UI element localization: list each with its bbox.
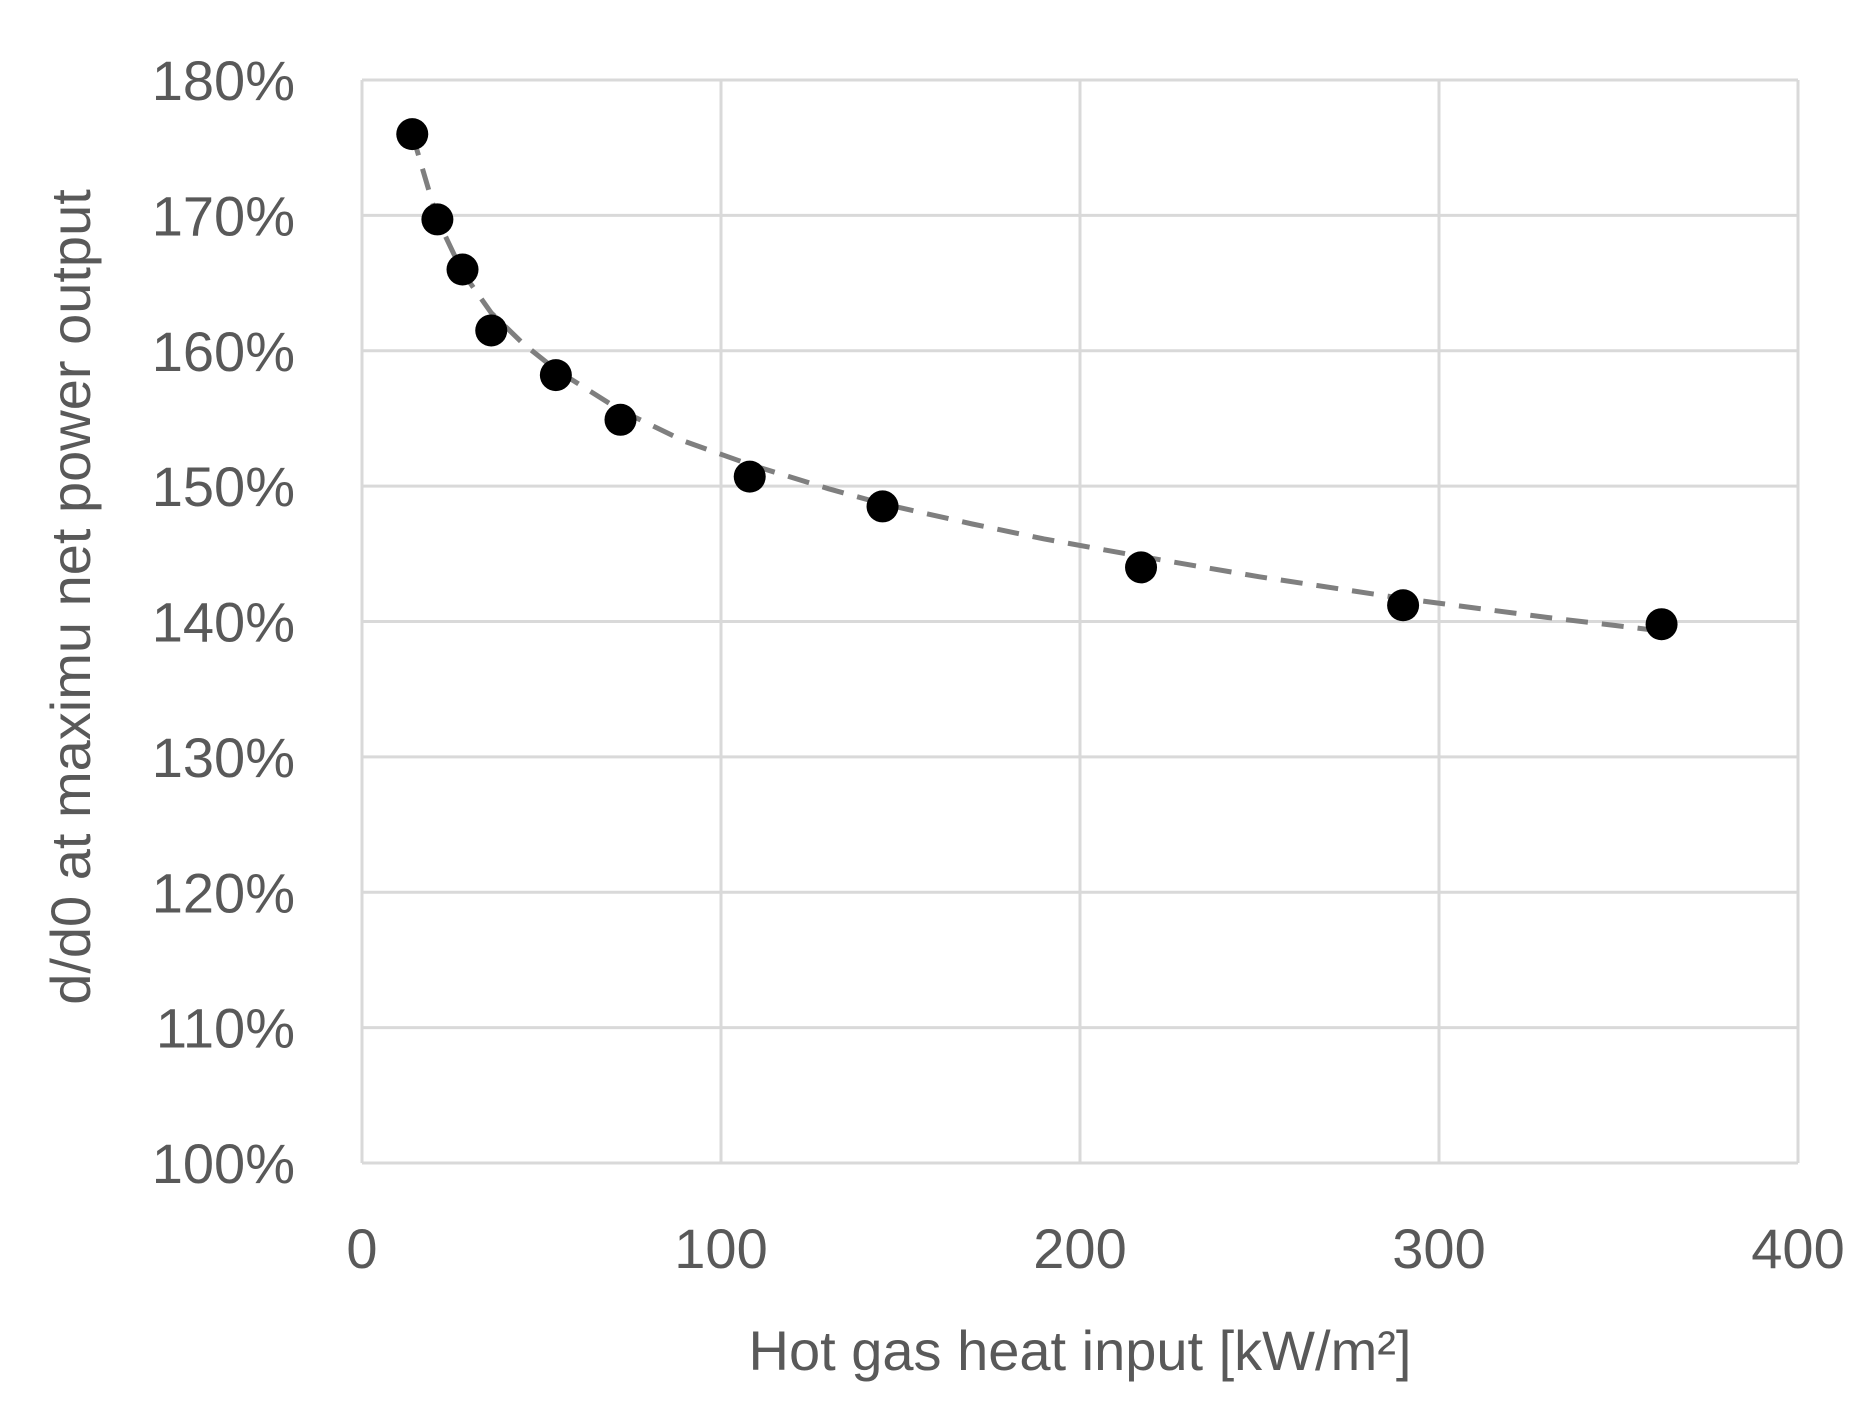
data-point bbox=[866, 490, 899, 523]
y-tick-label: 180% bbox=[152, 49, 295, 112]
tick-labels: 100% 110% 120% 130% 140% 150% 160% 170% 180% 0 100… bbox=[152, 49, 1845, 1280]
data-point bbox=[1387, 589, 1420, 622]
y-tick-label: 150% bbox=[152, 455, 295, 518]
y-tick-label: 110% bbox=[156, 997, 295, 1060]
x-tick-label: 0 bbox=[346, 1217, 377, 1280]
y-tick-label: 160% bbox=[152, 320, 295, 383]
data-point bbox=[446, 253, 479, 286]
data-point bbox=[733, 460, 766, 493]
data-point bbox=[539, 359, 572, 392]
data-point bbox=[1645, 608, 1678, 641]
x-tick-label: 200 bbox=[1033, 1217, 1126, 1280]
data-point bbox=[396, 118, 429, 151]
y-axis-title: d/d0 at maximu net power output bbox=[39, 189, 102, 1005]
grid bbox=[360, 78, 1800, 1165]
data-points-layer bbox=[396, 118, 1678, 641]
x-axis-title: Hot gas heat input [kW/m²] bbox=[749, 1319, 1412, 1382]
x-tick-label: 100 bbox=[674, 1217, 767, 1280]
data-point bbox=[421, 203, 454, 236]
data-point bbox=[1125, 551, 1158, 584]
y-tick-label: 120% bbox=[152, 861, 295, 924]
trend-line bbox=[409, 133, 1662, 634]
data-point bbox=[604, 403, 637, 436]
trend-line-layer bbox=[409, 133, 1662, 634]
data-point bbox=[475, 314, 508, 347]
y-tick-label: 130% bbox=[152, 726, 295, 789]
x-tick-label: 400 bbox=[1751, 1217, 1844, 1280]
y-tick-label: 140% bbox=[152, 591, 295, 654]
y-tick-label: 170% bbox=[152, 184, 295, 247]
x-tick-label: 300 bbox=[1392, 1217, 1485, 1280]
y-tick-label: 100% bbox=[152, 1132, 295, 1195]
